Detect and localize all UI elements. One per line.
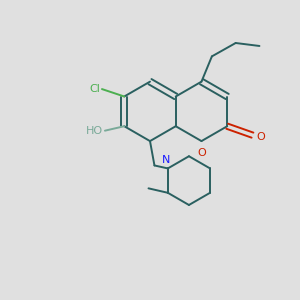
Text: Cl: Cl — [90, 84, 101, 94]
Text: N: N — [162, 155, 170, 165]
Text: O: O — [197, 148, 206, 158]
Text: O: O — [256, 132, 265, 142]
Text: HO: HO — [86, 126, 103, 136]
